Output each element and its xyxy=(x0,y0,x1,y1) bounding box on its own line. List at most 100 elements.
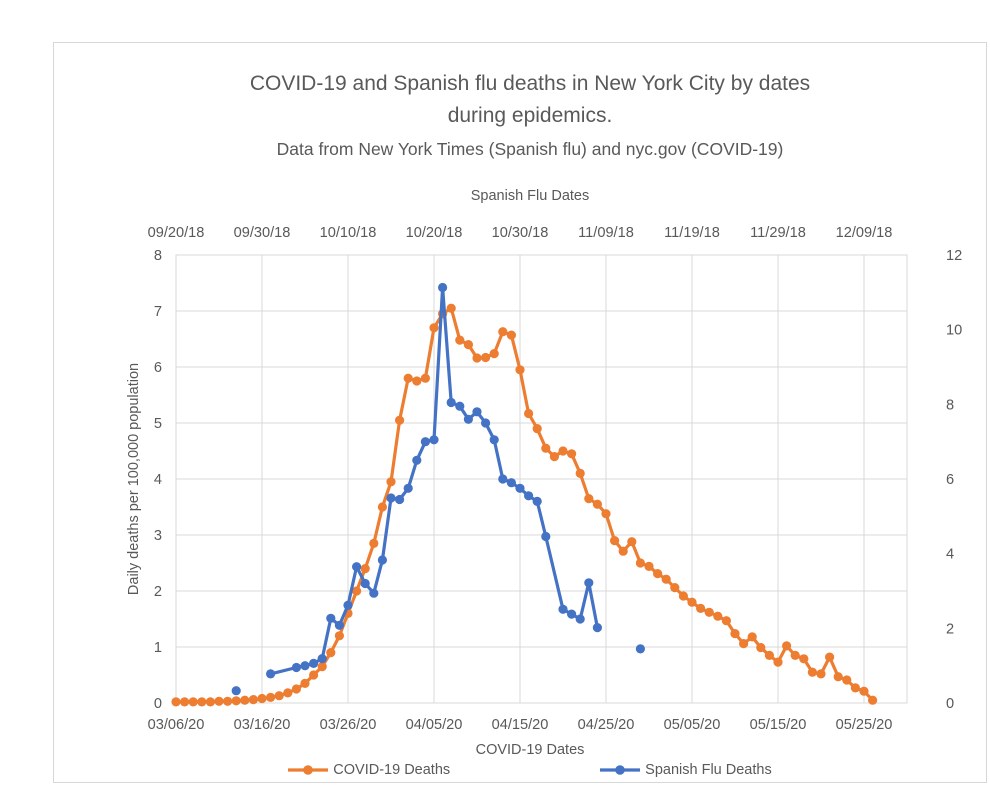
bottom-axis-tick-label: 04/15/20 xyxy=(492,717,549,733)
data-point-marker xyxy=(309,670,319,680)
data-point-marker xyxy=(171,697,181,707)
top-axis-tick-label: 12/09/18 xyxy=(836,225,893,241)
data-point-marker xyxy=(764,650,775,661)
data-point-marker xyxy=(627,537,637,547)
top-axis-title: Spanish Flu Dates xyxy=(470,188,590,204)
data-point-marker xyxy=(369,588,379,598)
left-axis-tick-label: 8 xyxy=(154,248,162,264)
chart-title-line2: during epidemics. xyxy=(447,104,613,127)
left-axis-tick-label: 2 xyxy=(154,584,162,600)
series-line xyxy=(174,306,875,704)
data-point-marker xyxy=(635,644,646,654)
data-point-marker xyxy=(833,672,843,682)
data-point-marker xyxy=(524,408,534,419)
left-axis-tick-label: 3 xyxy=(154,528,162,544)
data-point-marker xyxy=(412,455,422,465)
legend-dot xyxy=(615,765,625,775)
data-point-marker xyxy=(799,654,809,664)
data-point-marker xyxy=(395,494,405,505)
data-point-marker xyxy=(300,661,310,671)
data-point-marker xyxy=(532,496,542,506)
right-axis-tick-label: 2 xyxy=(946,621,954,637)
data-point-marker xyxy=(532,424,542,434)
data-point-marker xyxy=(360,564,370,574)
data-point-marker xyxy=(807,667,818,677)
data-point-marker xyxy=(653,569,663,579)
right-axis-tick-label: 12 xyxy=(946,248,962,264)
data-point-marker xyxy=(747,632,757,642)
spanish-flu-series xyxy=(231,282,646,696)
covid-series-legend-marker-icon xyxy=(288,765,329,775)
data-point-marker xyxy=(291,684,301,694)
data-point-marker xyxy=(455,401,465,411)
legend-item-covid: COVID-19 Deaths xyxy=(288,762,450,778)
data-point-marker xyxy=(618,546,628,556)
chart-subtitle: Data from New York Times (Spanish flu) a… xyxy=(276,139,784,159)
data-point-marker xyxy=(558,446,568,456)
data-point-marker xyxy=(635,558,646,568)
data-point-marker xyxy=(377,502,387,512)
data-point-marker xyxy=(842,675,852,685)
data-point-marker xyxy=(300,678,310,689)
chart-title-line1: COVID-19 and Spanish flu deaths in New Y… xyxy=(249,72,811,95)
data-point-marker xyxy=(214,696,224,706)
data-point-marker xyxy=(541,531,551,542)
data-point-marker xyxy=(429,435,439,445)
data-point-marker xyxy=(704,607,714,617)
data-point-marker xyxy=(386,477,396,487)
data-point-marker xyxy=(223,696,233,706)
data-point-marker xyxy=(584,578,594,588)
data-point-marker xyxy=(283,688,293,698)
data-point-marker xyxy=(567,609,577,619)
plot-border xyxy=(175,254,908,704)
data-point-marker xyxy=(489,349,499,359)
data-point-marker xyxy=(721,616,732,626)
left-axis-tick-label: 1 xyxy=(154,640,162,656)
legend-label-spanish-flu: Spanish Flu Deaths xyxy=(645,762,772,778)
data-point-marker xyxy=(713,611,723,621)
data-point-marker xyxy=(592,623,603,633)
bottom-axis-tick-label: 05/05/20 xyxy=(664,717,721,733)
data-point-marker xyxy=(644,561,654,572)
data-point-marker xyxy=(730,629,740,639)
data-point-marker xyxy=(309,658,319,669)
data-point-marker xyxy=(386,493,396,503)
chart-outer-border xyxy=(53,42,987,783)
data-point-marker xyxy=(248,695,258,705)
data-point-marker xyxy=(541,443,551,453)
data-point-marker xyxy=(266,669,276,679)
data-point-marker xyxy=(498,474,508,484)
right-axis-tick-label: 8 xyxy=(946,397,954,413)
bottom-axis-title: COVID-19 Dates xyxy=(475,742,585,758)
top-axis-tick-label: 09/20/18 xyxy=(148,225,205,241)
legend-label-covid: COVID-19 Deaths xyxy=(333,762,451,778)
data-point-marker xyxy=(403,483,413,493)
data-point-marker xyxy=(420,373,430,383)
data-point-marker xyxy=(515,483,525,493)
legend: COVID-19 Deaths Spanish Flu Deaths xyxy=(110,762,950,778)
data-point-marker xyxy=(549,452,560,462)
left-axis-tick-label: 5 xyxy=(154,416,162,432)
data-point-marker xyxy=(678,591,689,601)
data-point-marker xyxy=(524,491,534,501)
data-point-marker xyxy=(463,340,473,350)
bottom-axis-tick-label: 04/05/20 xyxy=(406,717,463,733)
data-point-marker xyxy=(661,574,671,584)
data-point-marker xyxy=(696,603,706,614)
data-point-marker xyxy=(369,538,379,549)
bottom-axis-tick-label: 05/25/20 xyxy=(836,717,893,733)
data-point-marker xyxy=(352,562,362,572)
left-axis-tick-label: 7 xyxy=(154,304,162,320)
data-point-marker xyxy=(610,536,620,546)
data-point-marker xyxy=(326,648,336,658)
data-point-marker xyxy=(472,353,482,363)
data-point-marker xyxy=(377,555,387,565)
data-point-marker xyxy=(455,335,465,345)
legend-dot xyxy=(303,765,314,775)
left-axis-tick-label: 6 xyxy=(154,360,162,376)
data-point-marker xyxy=(506,478,516,488)
data-point-marker xyxy=(291,662,301,673)
data-point-marker xyxy=(420,437,430,447)
data-point-marker xyxy=(575,614,585,624)
